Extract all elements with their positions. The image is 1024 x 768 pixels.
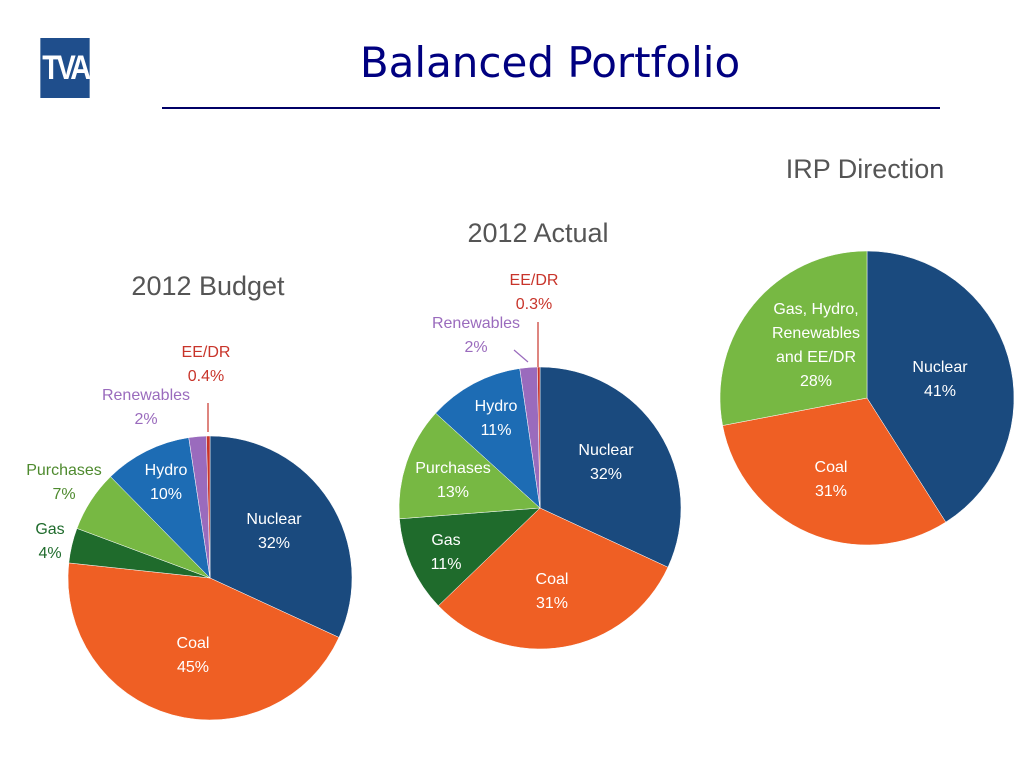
slice-gas-hydro-renewables-and-ee-dr (719, 250, 868, 426)
data-label-ee-dr: EE/DR 0.4% (182, 344, 231, 385)
data-label-renewables: Renewables 2% (432, 315, 520, 356)
pie-chart-2012-actual: 2012 Actual Nuclear 32% Coal 31% Gas 11% Purcha… (398, 218, 682, 650)
slice-gas (399, 507, 541, 607)
data-label-purchases: Purchases 13% (415, 460, 491, 501)
page-title: Balanced Portfolio (359, 38, 741, 87)
data-label-coal: Coal 31% (815, 459, 848, 500)
chart-title: 2012 Budget (131, 271, 285, 301)
data-label-nuclear: Nuclear 41% (912, 359, 968, 400)
data-label-hydro: Hydro 10% (145, 462, 188, 503)
title-divider (162, 107, 940, 109)
chart-title: 2012 Actual (467, 218, 608, 248)
data-label-coal: Coal 45% (177, 635, 210, 676)
data-label-nuclear: Nuclear 32% (246, 511, 302, 552)
slice-nuclear (539, 366, 682, 568)
data-label-coal: Coal 31% (536, 571, 569, 612)
slice-hydro (110, 437, 211, 579)
slice-purchases (398, 412, 541, 520)
data-label-hydro: Hydro 11% (475, 398, 518, 439)
slice-nuclear (866, 250, 1015, 523)
data-label-gas: Gas 11% (431, 532, 462, 573)
tva-logo: TVA (40, 38, 91, 98)
slice-ee-dr (537, 366, 541, 509)
data-label-renewables: Renewables 2% (102, 387, 190, 428)
data-label-gas: Gas 4% (35, 521, 64, 562)
slice-coal (67, 562, 340, 721)
slice-coal (722, 397, 947, 546)
data-label-ee-dr: EE/DR 0.3% (510, 272, 559, 313)
pie-chart-2012-budget: 2012 Budget Nuclear 32% Coal 45% Gas 4% Purchas… (26, 271, 353, 721)
slice-ee-dr (206, 435, 211, 579)
data-label-gas-hydro-renewables-and-ee-dr: Gas, Hydro, Renewables and EE/DR 28% (772, 301, 860, 390)
leader-line-renewables (513, 349, 529, 363)
pie-chart-irp-direction: IRP Direction Nuclear 41% Coal 31% Gas, Hydro… (719, 154, 1015, 546)
data-label-purchases: Purchases 7% (26, 462, 102, 503)
data-label-nuclear: Nuclear 32% (578, 442, 634, 483)
slice-nuclear (209, 435, 353, 638)
slice-hydro (435, 368, 541, 509)
slice-coal (438, 507, 669, 650)
chart-title: IRP Direction (786, 154, 945, 184)
